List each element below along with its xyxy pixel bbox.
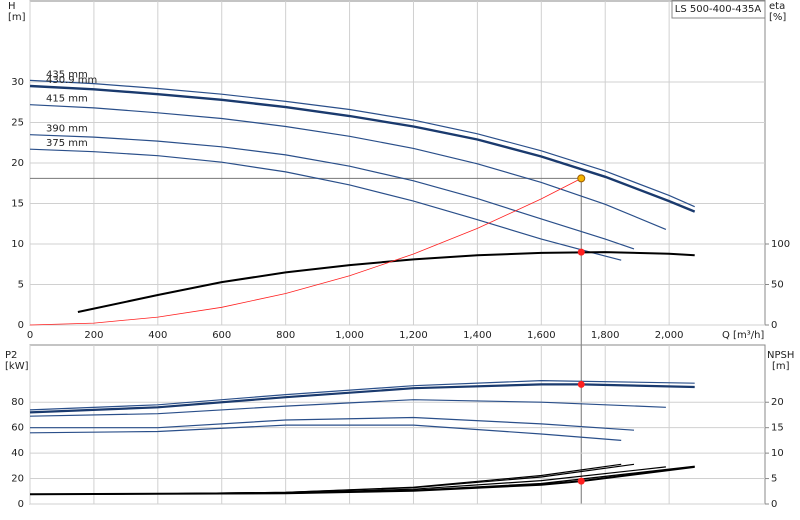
y-tick-label: 80: [11, 397, 24, 408]
y-tick-label: 30: [11, 77, 24, 88]
curve: [29, 379, 695, 411]
y2-tick-label: 0: [771, 320, 777, 331]
curve-label: 390 mm: [46, 124, 88, 135]
curve-label: 435 mm: [46, 69, 88, 80]
curve: [29, 424, 622, 441]
y2-axis-label: NPSH: [767, 350, 794, 361]
x-tick-label: 1,600: [527, 330, 556, 341]
power-point: [577, 380, 585, 388]
y2-tick-label: 5: [771, 474, 777, 485]
y2-tick-label: 50: [771, 280, 784, 291]
y-tick-label: 0: [18, 320, 24, 331]
y2-tick-label: 20: [771, 397, 784, 408]
curve: [29, 84, 696, 213]
operating-point: [577, 174, 586, 183]
y-tick-label: 20: [11, 158, 24, 169]
curve: [29, 463, 635, 495]
curve: [29, 178, 582, 326]
npsh-point: [577, 477, 585, 485]
y2-axis-unit: [m]: [772, 361, 790, 372]
curve: [77, 251, 695, 313]
curve: [30, 416, 635, 431]
x-tick-label: 400: [148, 330, 167, 341]
curve-label: 415 mm: [46, 94, 88, 105]
x-tick-label: 1,800: [591, 330, 620, 341]
efficiency-point: [577, 248, 585, 256]
y2-tick-label: 10: [771, 448, 784, 459]
y-axis-label: H: [8, 1, 16, 12]
y-tick-label: 15: [11, 199, 24, 210]
y-tick-label: 40: [11, 448, 24, 459]
x-tick-label: 1,000: [335, 330, 364, 341]
chart-title: LS 500-400-435A: [675, 4, 762, 15]
curve: [29, 383, 695, 414]
x-tick-label: 2,000: [655, 330, 684, 341]
y-tick-label: 25: [11, 118, 24, 129]
x-tick-label: 1,400: [463, 330, 492, 341]
y2-tick-label: 0: [771, 499, 777, 510]
curve: [29, 148, 622, 261]
x-tick-label: 800: [276, 330, 295, 341]
x-tick-label: 600: [212, 330, 231, 341]
y-axis-unit: [m]: [8, 12, 26, 23]
y2-axis-label: eta: [769, 1, 785, 12]
y2-tick-label: 15: [771, 423, 784, 434]
y-tick-label: 20: [11, 474, 24, 485]
curve: [29, 134, 635, 250]
y2-tick-label: 100: [771, 239, 790, 250]
curve-label: 430.9 mm: [46, 75, 97, 86]
y-tick-label: 5: [18, 280, 24, 291]
x-tick-label: 1,200: [399, 330, 428, 341]
x-axis-label: Q [m³/h]: [722, 330, 764, 341]
y-tick-label: 0: [18, 499, 24, 510]
x-tick-label: 200: [84, 330, 103, 341]
curve: [29, 79, 695, 208]
y-axis-label: P2: [5, 350, 17, 361]
y-tick-label: 10: [11, 239, 24, 250]
curve: [29, 104, 667, 230]
curve-label: 375 mm: [46, 138, 88, 149]
curve: [29, 399, 666, 417]
y-axis-unit: [kW]: [5, 361, 29, 372]
curve: [29, 463, 622, 495]
x-tick-label: 0: [27, 330, 33, 341]
y-tick-label: 60: [11, 423, 24, 434]
y2-axis-unit: [%]: [769, 12, 786, 23]
